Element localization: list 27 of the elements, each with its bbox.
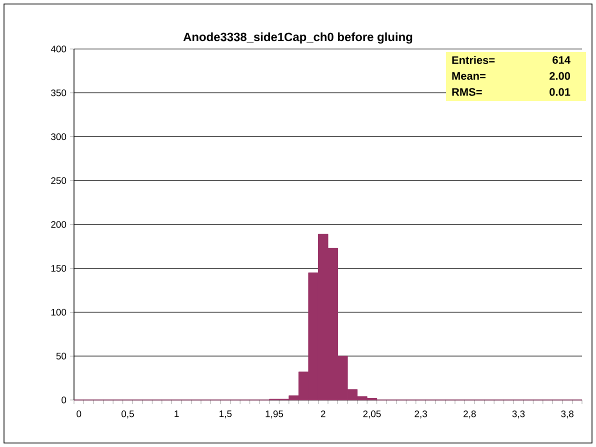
annotation: 2.00 [550,72,570,80]
annotation: 0.01 [550,88,570,96]
x-tick-label: 2 [320,410,326,418]
x-tick-label: 0 [76,410,82,418]
y-tick-label: 350 [51,90,66,96]
y-tick-label: 150 [51,265,66,272]
x-tick-label: 3,8 [561,410,574,418]
y-tick-label: 400 [50,46,66,52]
y-tick-label: 50 [56,352,66,360]
x-tick-label: 2,3 [414,410,427,418]
x-tick-label: 1,5 [220,410,232,418]
annotation: 614 [552,56,570,64]
annotation: Entries= [452,56,495,64]
x-tick-label: 1 [174,410,179,418]
y-tick-label: 0 [62,396,66,404]
y-tick-label: 250 [51,177,66,184]
chart-title: Anode3338_side1Cap_ch0 before gluing [183,32,412,44]
x-tick-label: 0,5 [122,410,134,418]
x-tick-label: 3,3 [512,410,525,418]
annotation: RMS= [452,88,482,96]
y-tick-label: 200 [51,221,66,228]
y-tick-label: 100 [51,308,66,316]
x-tick-label: 2,8 [464,410,476,418]
x-tick-label: 2,05 [363,410,381,418]
y-tick-label: 300 [51,133,66,140]
annotation: Mean= [452,72,486,80]
x-tick-label: 1,95 [266,410,284,418]
